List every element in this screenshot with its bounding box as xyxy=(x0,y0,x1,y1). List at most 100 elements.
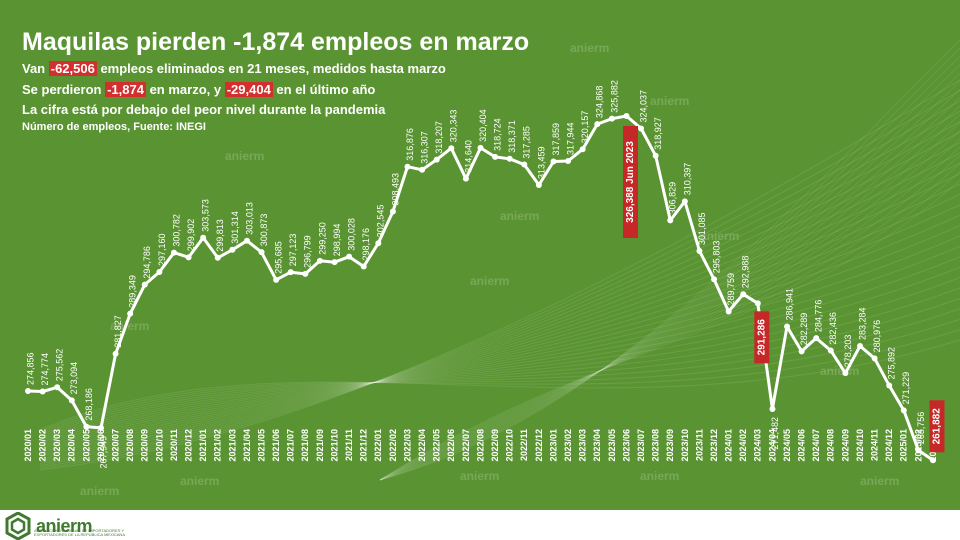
data-point xyxy=(871,355,878,362)
wave-line xyxy=(39,235,960,447)
data-label: 295,685 xyxy=(273,241,283,274)
data-label: 275,562 xyxy=(55,349,65,382)
x-tick-label: 2024/02 xyxy=(738,429,748,462)
wave-line xyxy=(379,47,960,481)
data-label: 300,782 xyxy=(171,214,181,247)
wave-line xyxy=(379,80,960,481)
brand-tagline: ASOCIACIÓN NACIONAL DE IMPORTADORES Y EX… xyxy=(34,528,125,537)
logo-icon xyxy=(5,512,31,540)
data-point xyxy=(740,291,747,298)
data-label: 286,941 xyxy=(784,288,794,321)
data-point xyxy=(448,145,455,152)
data-point xyxy=(565,158,572,165)
x-tick-label: 2022/07 xyxy=(461,429,471,462)
wave-line xyxy=(379,39,960,481)
highlight-label: 291,286 xyxy=(754,311,770,364)
data-point xyxy=(652,152,659,159)
data-label: 318,207 xyxy=(434,121,444,154)
x-tick-label: 2022/01 xyxy=(373,429,383,462)
data-label: 283,284 xyxy=(857,307,867,340)
wave-line xyxy=(379,72,960,481)
x-tick-label: 2020/05 xyxy=(81,429,91,462)
data-point xyxy=(331,259,338,266)
text-segment: Van xyxy=(22,61,49,76)
wave-line xyxy=(39,318,960,434)
watermark-text: anierm xyxy=(180,474,219,488)
subtitle-line-3: La cifra está por debajo del peor nivel … xyxy=(22,102,386,117)
x-tick-label: 2023/11 xyxy=(694,429,704,461)
wave-line xyxy=(39,339,960,431)
data-point xyxy=(754,300,761,307)
data-label: 318,724 xyxy=(492,118,502,151)
highlight-box xyxy=(754,311,770,364)
data-label: 274,856 xyxy=(25,352,35,385)
data-point xyxy=(886,382,893,389)
subtitle-line-1: Van -62,506 empleos eliminados en 21 mes… xyxy=(22,61,446,76)
wave-line xyxy=(379,97,960,481)
data-point xyxy=(25,388,31,395)
wave-line xyxy=(39,193,960,453)
watermark-text: anierm xyxy=(225,149,264,163)
x-tick-label: 2021/04 xyxy=(242,429,252,462)
data-point xyxy=(667,217,674,224)
data-label: 324,037 xyxy=(638,90,648,123)
data-label: 275,892 xyxy=(887,347,897,380)
data-point xyxy=(521,161,528,168)
x-tick-label: 2020/06 xyxy=(96,429,106,462)
wave-line xyxy=(39,79,960,471)
data-point xyxy=(638,125,645,132)
x-tick-label: 2024/11 xyxy=(869,429,879,461)
wave-line xyxy=(39,308,960,436)
data-label: 310,397 xyxy=(682,163,692,196)
data-label: 267,949 xyxy=(98,436,108,469)
wave-line xyxy=(39,256,960,444)
watermark-text: anierm xyxy=(110,319,149,333)
wave-line xyxy=(39,329,960,433)
x-tick-label: 2025/02 xyxy=(913,429,923,462)
data-label: 280,976 xyxy=(872,320,882,353)
data-point xyxy=(83,423,90,430)
data-point xyxy=(316,257,323,264)
x-tick-label: 2021/06 xyxy=(271,429,281,462)
wave-line xyxy=(379,179,960,481)
data-label: 303,013 xyxy=(244,202,254,235)
x-tick-label: 2020/07 xyxy=(110,429,120,462)
data-label: 318,371 xyxy=(507,120,517,153)
data-points xyxy=(25,112,936,464)
wave-line xyxy=(379,154,960,481)
x-tick-label: 2024/01 xyxy=(723,429,733,462)
data-point xyxy=(492,153,499,160)
x-tick-label: 2024/04 xyxy=(767,429,777,462)
x-tick-label: 2023/06 xyxy=(621,429,631,462)
data-label: 301,085 xyxy=(697,212,707,245)
data-point xyxy=(477,144,484,151)
data-point xyxy=(419,166,426,173)
data-label: 300,028 xyxy=(346,218,356,251)
data-label: 298,176 xyxy=(361,228,371,261)
data-label: 289,349 xyxy=(128,275,138,308)
data-label: 317,859 xyxy=(551,123,561,156)
data-labels: 274,856 274,774 275,562 273,094 268,186 267,9… xyxy=(25,80,925,468)
data-point xyxy=(535,181,542,188)
x-tick-label: 2021/05 xyxy=(256,429,266,462)
highlight-box xyxy=(929,400,945,453)
data-point xyxy=(127,310,134,317)
data-point xyxy=(930,457,936,464)
x-tick-label: 2022/08 xyxy=(475,429,485,462)
wave-line xyxy=(379,56,960,481)
wave-line xyxy=(39,152,960,460)
data-label: 324,868 xyxy=(595,86,605,119)
x-tick-label: 2022/03 xyxy=(402,429,412,462)
data-point xyxy=(711,276,718,283)
x-tick-label: 2024/07 xyxy=(811,429,821,462)
data-label: 314,640 xyxy=(463,140,473,173)
subtitle-line-2: Se perdieron -1,874 en marzo, y -29,404 … xyxy=(22,82,375,97)
wave-line xyxy=(379,64,960,481)
x-tick-label: 2023/03 xyxy=(578,429,588,462)
highlight-badge: -1,874 xyxy=(105,82,146,97)
wave-line xyxy=(39,100,960,468)
data-point xyxy=(273,276,280,283)
watermark-text: anierm xyxy=(650,94,689,108)
wave-line xyxy=(39,287,960,439)
source-note: Número de empleos, Fuente: INEGI xyxy=(22,121,206,133)
